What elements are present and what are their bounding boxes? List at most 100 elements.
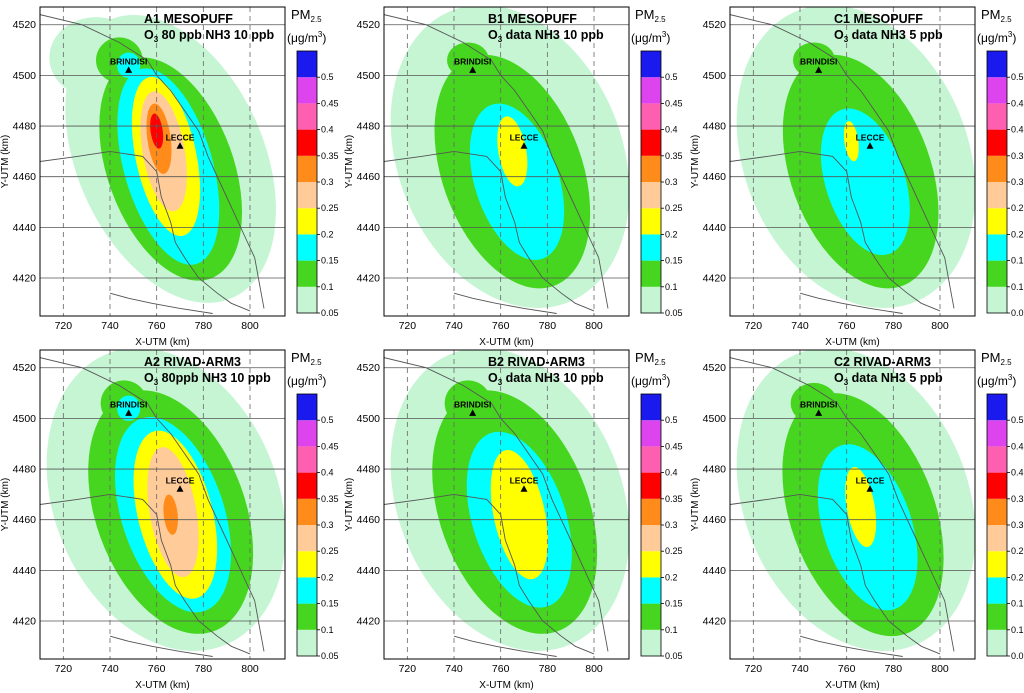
colorbar-unit-sup: 3 [318,373,323,382]
city-marker-lecce [520,485,528,492]
subtitle-o: O [834,371,844,385]
y-tick-label: 4480 [13,121,37,133]
colorbar-tick-label-0.25: 0.25 [665,546,683,556]
colorbar-swatch-0.5 [641,51,661,78]
y-tick-label: 4440 [703,565,727,577]
colorbar-tick-label-0.5: 0.5 [665,415,678,425]
y-tick-label: 4460 [703,514,727,526]
x-tick-label: 760 [838,320,856,332]
coastline-3 [109,292,213,314]
colorbar-swatch-0.45 [987,77,1007,104]
contour-level-0_15 [820,108,910,256]
colorbar-tick-label-0.3: 0.3 [665,177,678,187]
colorbar-tick-label-0.25: 0.25 [1011,203,1024,213]
colorbar-swatch-0.2 [987,208,1007,235]
subtitle-rest: data NH3 10 ppb [502,371,604,385]
colorbar-unit-end: ) [666,374,670,388]
city-marker-lecce [176,142,184,149]
colorbar-unit-main: (μg/m [977,374,1008,388]
contour-level-0_1 [790,382,838,424]
y-tick-label: 4420 [357,273,381,285]
colorbar-tick-label-0.45: 0.45 [1011,441,1024,451]
subtitle-sub: 3 [498,378,503,387]
panel-title: A1 MESOPUFF [144,12,233,26]
colorbar-tick-label-0.4: 0.4 [665,468,678,478]
colorbar-tick-label-0.4: 0.4 [321,468,334,478]
panel-title: B1 MESOPUFF [488,12,577,26]
colorbar-unit-main: (μg/m [977,31,1008,45]
colorbar-swatch-0.2 [641,551,661,578]
y-tick-label: 4420 [357,616,381,628]
colorbar-tick-label-0.5: 0.5 [321,415,334,425]
colorbar-swatch-0.3 [297,498,317,525]
colorbar-title: PM2.5 [291,7,322,24]
y-axis-label: Y-UTM (km) [344,478,355,532]
x-tick-label: 720 [399,320,417,332]
city-label-lecce: LECCE [510,132,539,142]
y-tick-label: 4480 [357,464,381,476]
subtitle-rest: data NH3 5 ppb [848,28,943,42]
y-tick-label: 4480 [703,121,727,133]
colorbar-swatch-0.25 [641,525,661,552]
contour-level-0_15 [117,395,141,421]
colorbar-tick-label-0.25: 0.25 [321,203,339,213]
plot-frame [383,349,630,660]
colorbar-swatch-0.35 [641,472,661,499]
colorbar-swatch-0.15 [987,577,1007,604]
colorbar-unit-end: ) [322,31,326,45]
y-tick-label: 4460 [13,514,37,526]
colorbar-swatch-0.35 [297,472,317,499]
y-tick-label: 4440 [703,222,727,234]
colorbar-swatch-0.45 [641,420,661,447]
colorbar-swatch-0.35 [987,472,1007,499]
x-tick-label: 780 [539,663,557,675]
colorbar-unit: (μg/m3) [287,373,326,388]
colorbar-swatch-0.3 [641,155,661,182]
subtitle-rest: 80 ppb NH3 10 ppb [158,28,274,42]
x-tick-label: 800 [585,320,603,332]
x-tick-label: 720 [399,663,417,675]
x-axis-label: X-UTM (km) [135,337,189,348]
panel-subtitle: O3 data NH3 5 ppb [834,28,943,44]
colorbar-tick-label-0.2: 0.2 [665,229,678,239]
subtitle-rest: data NH3 5 ppb [848,371,943,385]
colorbar-unit-sup: 3 [662,30,667,39]
colorbar-title: PM2.5 [635,7,666,24]
colorbar-unit-end: ) [1012,374,1016,388]
colorbar-tick-label-0.05: 0.05 [321,651,339,661]
colorbar-swatch-0.25 [987,182,1007,209]
colorbar-swatch-0.05 [641,629,661,656]
colorbar-tick-label-0.1: 0.1 [1011,625,1024,635]
colorbar-unit-sup: 3 [1008,373,1013,382]
y-tick-label: 4480 [703,464,727,476]
city-marker-lecce [176,485,184,492]
colorbar-tick-label-0.2: 0.2 [665,572,678,582]
y-tick-label: 4520 [703,362,727,374]
colorbar-swatch-0.15 [641,577,661,604]
x-tick-label: 720 [745,663,763,675]
x-tick-label: 740 [445,320,463,332]
colorbar-title-pm: PM [981,7,1001,22]
contour-layer [730,7,975,316]
colorbar-title-sub: 2.5 [655,15,667,24]
y-tick-label: 4500 [703,70,727,82]
colorbar-unit: (μg/m3) [977,30,1016,45]
panel-subtitle: O3 80ppb NH3 10 ppb [144,371,271,387]
colorbar-swatch-0.3 [641,498,661,525]
contour-level-0_2 [497,116,528,187]
city-marker-brindisi [815,409,823,416]
colorbar-tick-label-0.45: 0.45 [321,98,339,108]
subtitle-o: O [144,28,154,42]
colorbar-tick-label-0.25: 0.25 [321,546,339,556]
city-label-lecce: LECCE [510,475,539,485]
x-axis-label: X-UTM (km) [479,337,533,348]
colorbar-unit: (μg/m3) [631,30,670,45]
y-tick-label: 4440 [13,222,37,234]
colorbar-swatch-0.3 [987,498,1007,525]
colorbar-tick-label-0.2: 0.2 [321,229,334,239]
colorbar-swatch-0.3 [987,155,1007,182]
colorbar-swatch-0.45 [641,77,661,104]
subtitle-rest: data NH3 10 ppb [502,28,604,42]
contour-level-0_2 [490,449,548,580]
